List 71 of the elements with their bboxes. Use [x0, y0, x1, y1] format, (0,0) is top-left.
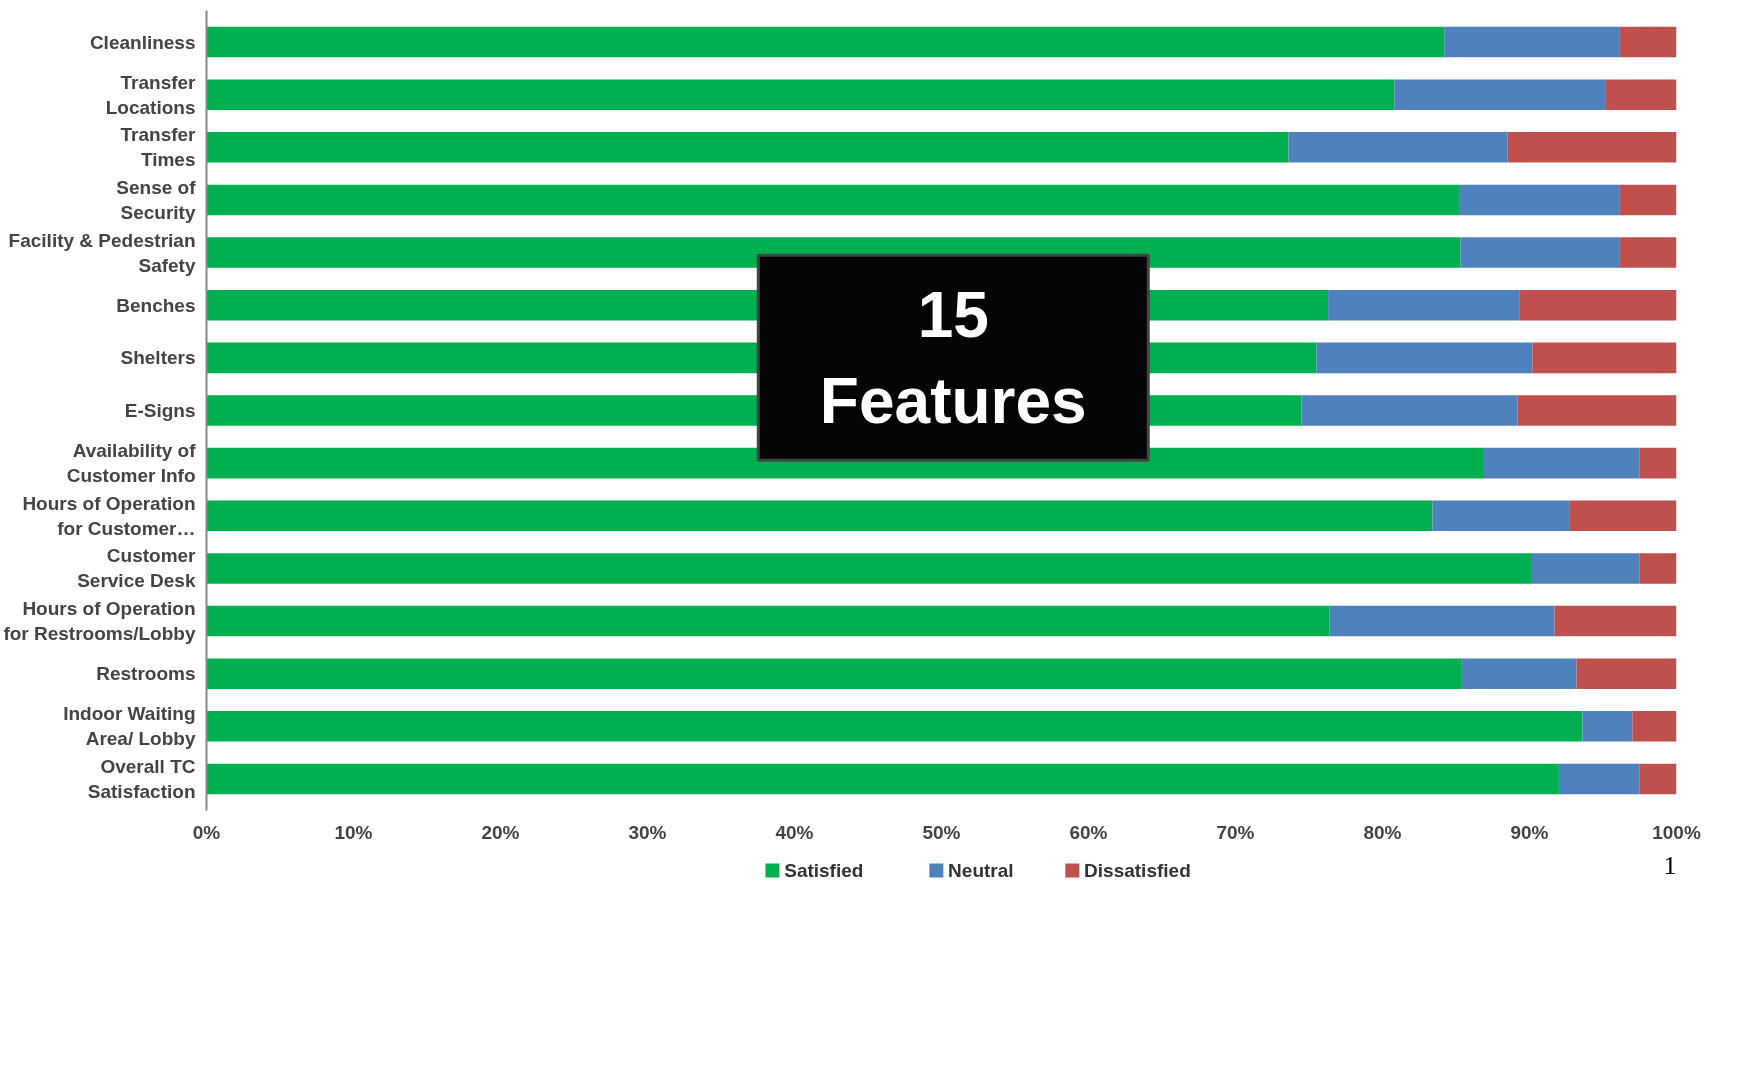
legend-label: Satisfied [784, 860, 864, 881]
bar [1394, 79, 1606, 110]
bar [206, 132, 1289, 163]
x-tick-label: 40% [775, 821, 814, 843]
legend-label: Neutral [948, 860, 1014, 881]
y-tick-label: Transfer Times [120, 124, 197, 171]
bar [1619, 184, 1677, 216]
y-tick-label: Hours of Operation for Customer… [22, 492, 196, 539]
bar [1288, 132, 1508, 163]
y-tick-label: Benches [116, 294, 196, 316]
bar [1558, 763, 1640, 795]
bar [1444, 26, 1620, 58]
bar [1639, 763, 1677, 795]
y-tick-label: Overall TC Satisfaction [87, 755, 196, 803]
bar [1554, 605, 1677, 637]
bar [1639, 553, 1677, 584]
bar [1483, 447, 1640, 479]
y-tick-label: Hours of Operation for Restrooms/Lobby [3, 597, 196, 645]
x-tick-label: 70% [1216, 821, 1255, 843]
bar [206, 184, 1459, 216]
x-tick-label: 100% [1652, 821, 1701, 843]
bar [1517, 395, 1677, 426]
bar [1569, 500, 1677, 532]
bar [1461, 658, 1577, 689]
y-tick-label: Facility & Pedestrian Safety [8, 229, 196, 276]
bar [206, 658, 1462, 689]
bar [206, 500, 1433, 532]
bar [1458, 184, 1620, 216]
bar [1619, 26, 1677, 58]
x-tick-label: 80% [1363, 821, 1402, 843]
y-tick-label: Transfer Locations [105, 71, 197, 118]
y-tick-label: Sense of Security [116, 176, 197, 224]
bar [1639, 447, 1677, 479]
annotation: 15 Features [819, 278, 1087, 438]
legend-label: Dissatisfied [1084, 860, 1191, 881]
bar [1632, 711, 1677, 742]
x-tick-label: 10% [334, 821, 373, 843]
bar [1532, 342, 1677, 374]
bar [206, 711, 1583, 742]
x-tick-label: 0% [192, 821, 221, 843]
bar [1507, 132, 1677, 163]
x-tick-label: 20% [481, 821, 520, 843]
bar [1519, 289, 1677, 321]
bar [1301, 395, 1518, 426]
x-tick-label: 90% [1510, 821, 1549, 843]
y-tick-label: Availability of Customer Info [66, 440, 197, 487]
bar [1432, 500, 1570, 532]
y-tick-label: Restrooms [96, 663, 196, 685]
y-tick-label: Customer Service Desk [77, 545, 197, 592]
bar [1460, 237, 1620, 268]
bar [1316, 342, 1533, 374]
bar [1619, 237, 1677, 268]
x-tick-label: 30% [628, 821, 667, 843]
bar [1582, 711, 1633, 742]
bar [1576, 658, 1677, 689]
bar [1329, 605, 1555, 637]
bar [1328, 289, 1520, 321]
bar [1530, 553, 1640, 584]
bar [206, 605, 1330, 637]
bar [206, 553, 1531, 584]
bar [1605, 79, 1677, 110]
y-tick-label: E-Signs [124, 400, 196, 421]
bar [206, 79, 1395, 110]
text: 1 [1663, 851, 1677, 880]
x-tick-label: 50% [922, 821, 961, 843]
y-tick-label: Shelters [120, 347, 196, 369]
bar [206, 763, 1559, 795]
y-tick-label: Indoor Waiting Area/ Lobby [63, 703, 196, 750]
bar [206, 26, 1445, 58]
y-tick-label: Cleanliness [89, 31, 196, 53]
x-tick-label: 60% [1069, 821, 1108, 843]
